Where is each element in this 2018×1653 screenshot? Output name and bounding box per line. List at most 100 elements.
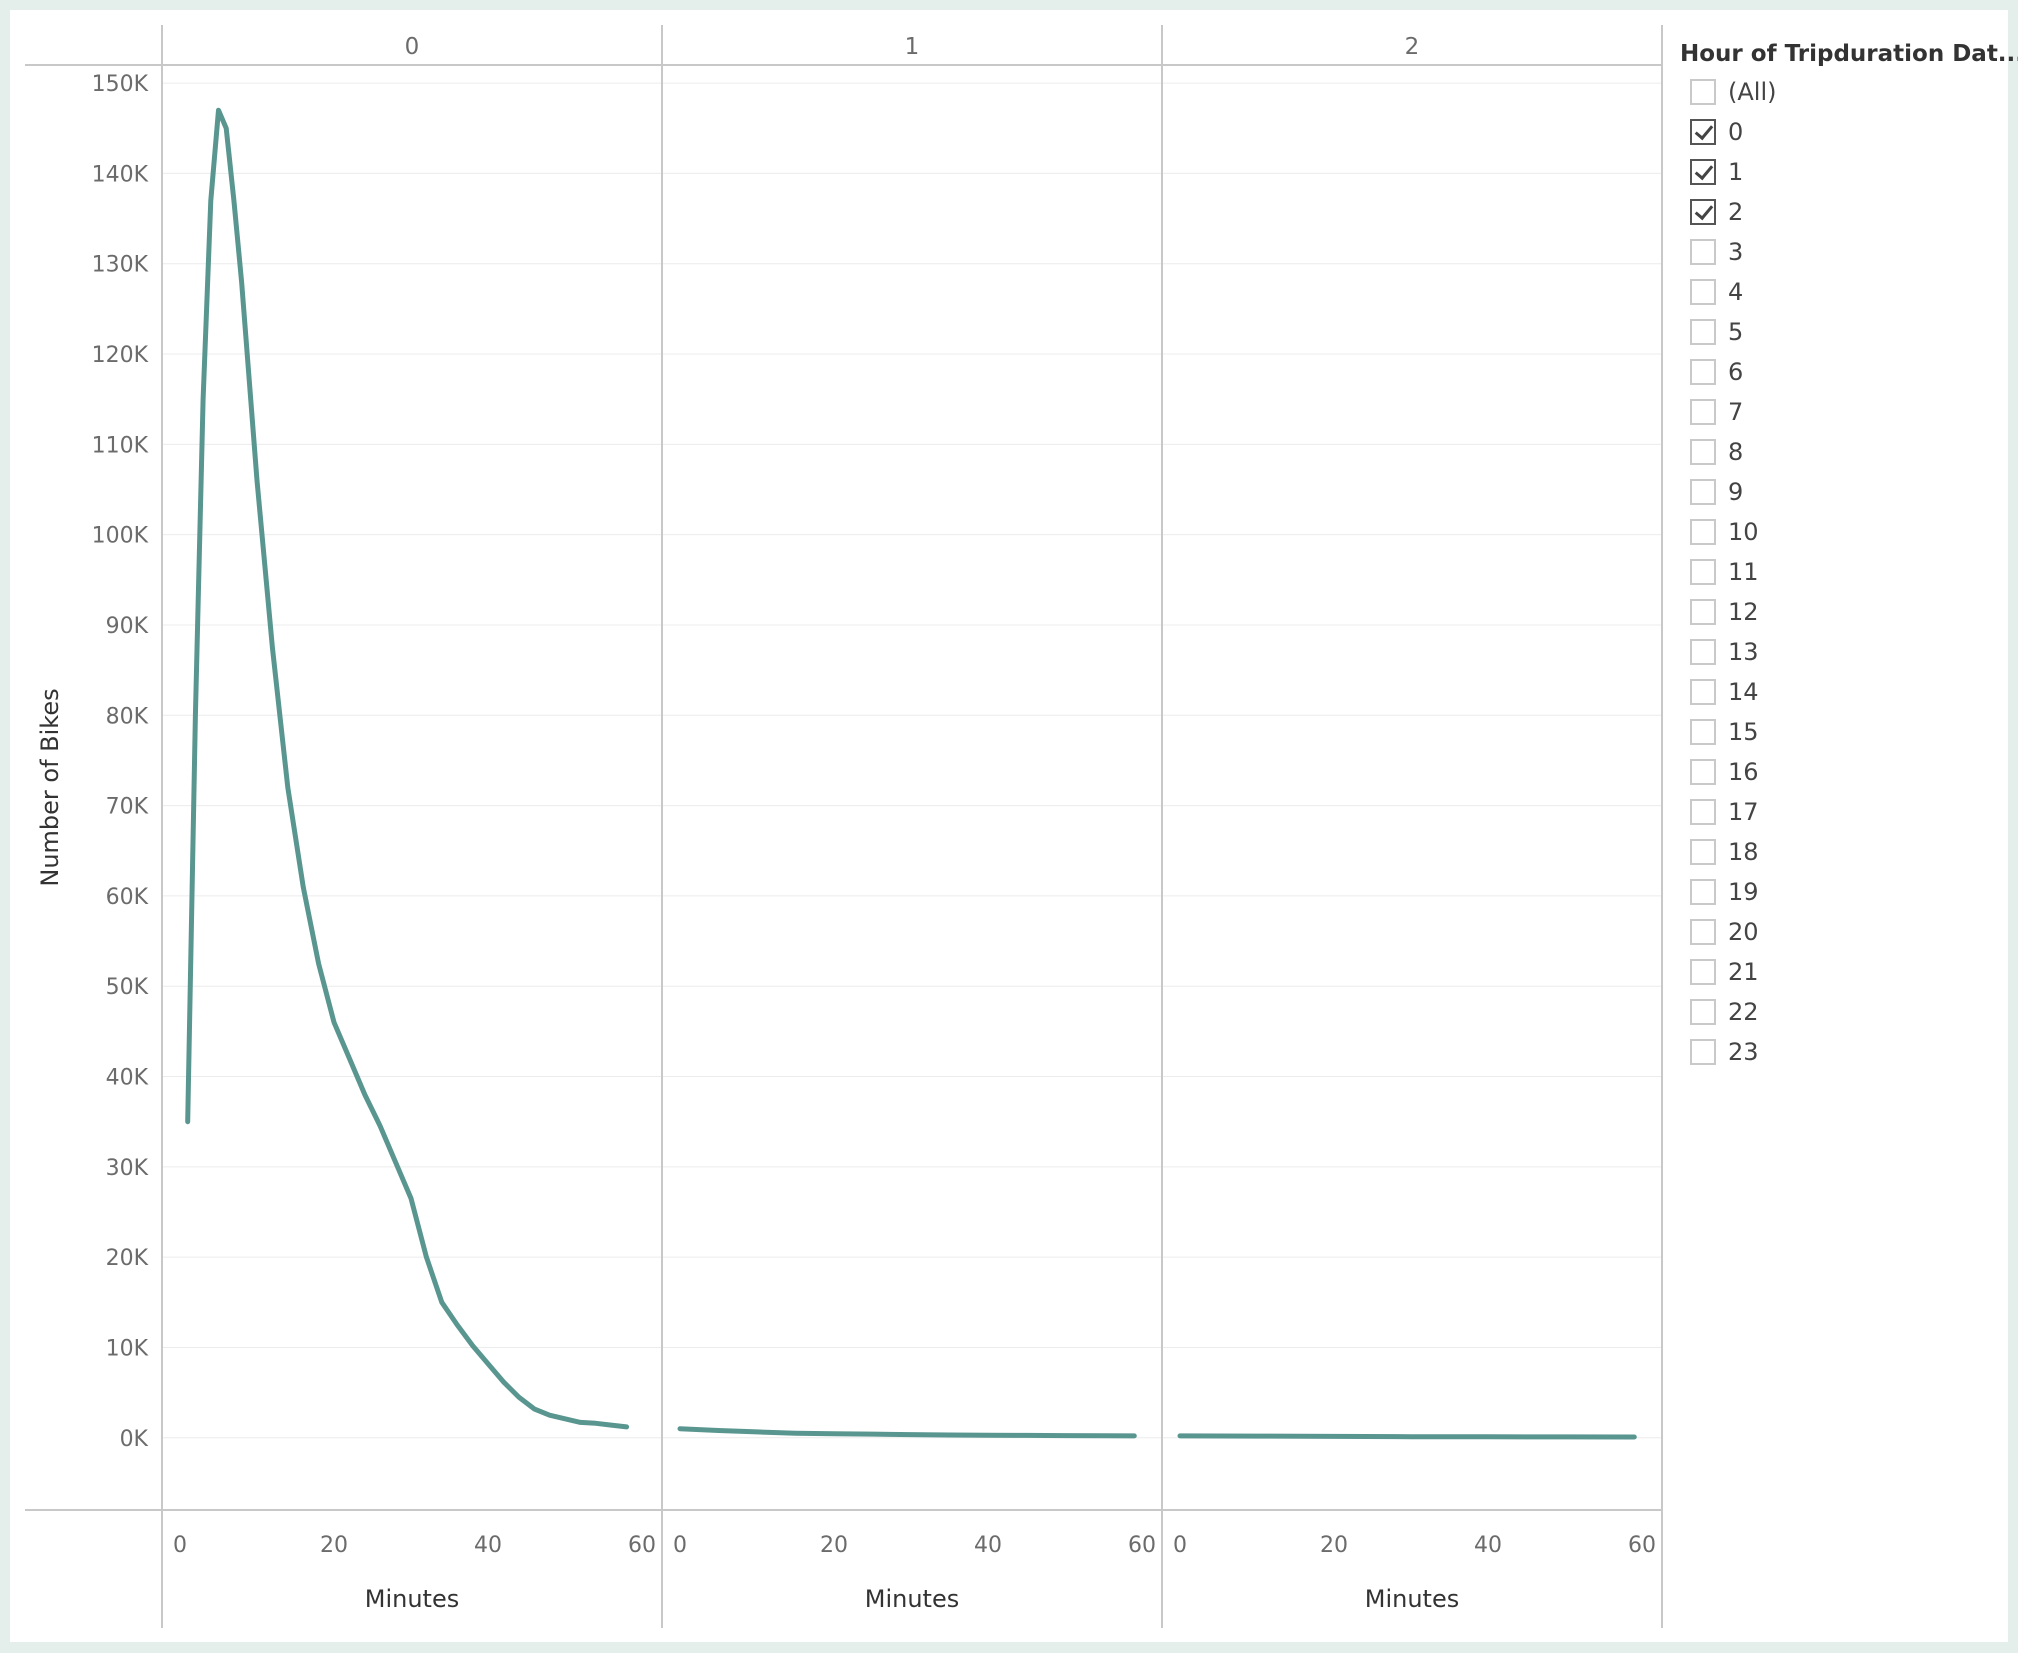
y-tick-label: 140K (92, 162, 149, 187)
checkbox-9[interactable] (1690, 479, 1716, 505)
legend-item-6[interactable]: 6 (1680, 352, 2000, 392)
legend-item-23[interactable]: 23 (1680, 1032, 2000, 1072)
checkbox-7[interactable] (1690, 399, 1716, 425)
legend-item-label: 14 (1728, 678, 1759, 706)
legend-item-19[interactable]: 19 (1680, 872, 2000, 912)
y-tick-label: 120K (92, 343, 149, 368)
legend-item-4[interactable]: 4 (1680, 272, 2000, 312)
checkbox-10[interactable] (1690, 519, 1716, 545)
y-axis-title: Number of Bikes (36, 688, 64, 886)
legend-item-label: 11 (1728, 558, 1759, 586)
y-tick-label: 110K (92, 433, 149, 458)
x-tick-label: 60 (628, 1533, 656, 1558)
x-tick-label: 20 (320, 1533, 348, 1558)
legend-item-9[interactable]: 9 (1680, 472, 2000, 512)
checkbox-11[interactable] (1690, 559, 1716, 585)
x-tick-label: 40 (474, 1533, 502, 1558)
y-tick-label: 50K (106, 975, 149, 1000)
x-axis-title: Minutes (865, 1585, 959, 1613)
x-axis-title: Minutes (1365, 1585, 1459, 1613)
legend-item-8[interactable]: 8 (1680, 432, 2000, 472)
legend-item-label: 9 (1728, 478, 1744, 506)
legend-item-label: 7 (1728, 398, 1744, 426)
checkbox-19[interactable] (1690, 879, 1716, 905)
checkbox-15[interactable] (1690, 719, 1716, 745)
legend-item-label: 2 (1728, 198, 1744, 226)
checkbox-12[interactable] (1690, 599, 1716, 625)
checkbox-1[interactable] (1690, 159, 1716, 185)
checkbox-21[interactable] (1690, 959, 1716, 985)
legend-item-18[interactable]: 18 (1680, 832, 2000, 872)
legend-item-0[interactable]: 0 (1680, 112, 2000, 152)
x-tick-label: 60 (1128, 1533, 1156, 1558)
legend-item-7[interactable]: 7 (1680, 392, 2000, 432)
legend-item-label: 23 (1728, 1038, 1759, 1066)
checkbox-8[interactable] (1690, 439, 1716, 465)
legend-item-10[interactable]: 10 (1680, 512, 2000, 552)
legend-item-3[interactable]: 3 (1680, 232, 2000, 272)
checkbox-6[interactable] (1690, 359, 1716, 385)
checkbox-16[interactable] (1690, 759, 1716, 785)
checkbox-13[interactable] (1690, 639, 1716, 665)
legend-item-15[interactable]: 15 (1680, 712, 2000, 752)
x-axis-title: Minutes (365, 1585, 459, 1613)
checkbox-22[interactable] (1690, 999, 1716, 1025)
x-tick-label: 40 (1474, 1533, 1502, 1558)
legend-item-20[interactable]: 20 (1680, 912, 2000, 952)
x-tick-label: 0 (673, 1533, 687, 1558)
legend-item-label: 21 (1728, 958, 1759, 986)
hour-filter-legend: Hour of Tripduration Dat... (All) 0 1 2 3 4 5 6… (1680, 36, 2018, 1072)
y-tick-label: 10K (106, 1336, 149, 1361)
checkbox-2[interactable] (1690, 199, 1716, 225)
checkbox-5[interactable] (1690, 319, 1716, 345)
checkbox-4[interactable] (1690, 279, 1716, 305)
panel-header-1: 1 (905, 34, 920, 60)
y-tick-label: 80K (106, 704, 149, 729)
checkbox-3[interactable] (1690, 239, 1716, 265)
series-line-panel-2[interactable] (1177, 1433, 1637, 1440)
legend-item-22[interactable]: 22 (1680, 992, 2000, 1032)
legend-item-16[interactable]: 16 (1680, 752, 2000, 792)
checkbox-14[interactable] (1690, 679, 1716, 705)
legend-item-label: 18 (1728, 838, 1759, 866)
y-tick-label: 0K (120, 1427, 149, 1452)
x-tick-label: 0 (1173, 1533, 1187, 1558)
y-tick-label: 20K (106, 1246, 149, 1271)
legend-item-label: 20 (1728, 918, 1759, 946)
checkbox-0[interactable] (1690, 119, 1716, 145)
checkbox-23[interactable] (1690, 1039, 1716, 1065)
y-tick-label: 60K (106, 885, 149, 910)
series-layer (185, 107, 1637, 1440)
legend-item-17[interactable]: 17 (1680, 792, 2000, 832)
checkbox-20[interactable] (1690, 919, 1716, 945)
x-tick-label: 40 (974, 1533, 1002, 1558)
axes-layer (25, 25, 1663, 1628)
y-tick-label: 150K (92, 72, 149, 97)
y-tick-label: 30K (106, 1156, 149, 1181)
y-tick-label: 130K (92, 253, 149, 278)
legend-item-label: 6 (1728, 358, 1744, 386)
legend-item-2[interactable]: 2 (1680, 192, 2000, 232)
legend-item-label: 3 (1728, 238, 1744, 266)
legend-item-5[interactable]: 5 (1680, 312, 2000, 352)
panel-header-0: 0 (405, 34, 420, 60)
legend-item-1[interactable]: 1 (1680, 152, 2000, 192)
y-tick-label: 40K (106, 1066, 149, 1091)
series-line-panel-1[interactable] (677, 1426, 1137, 1439)
x-tick-label: 20 (820, 1533, 848, 1558)
legend-item-14[interactable]: 14 (1680, 672, 2000, 712)
series-line-panel-0[interactable] (185, 107, 630, 1430)
legend-item-21[interactable]: 21 (1680, 952, 2000, 992)
legend-item-label: 19 (1728, 878, 1759, 906)
y-tick-label: 100K (92, 524, 149, 549)
checkbox-all[interactable] (1690, 79, 1716, 105)
legend-item-all[interactable]: (All) (1680, 72, 2000, 112)
checkbox-17[interactable] (1690, 799, 1716, 825)
panel-header-2: 2 (1405, 34, 1420, 60)
legend-item-label: 1 (1728, 158, 1744, 186)
legend-item-13[interactable]: 13 (1680, 632, 2000, 672)
legend-item-11[interactable]: 11 (1680, 552, 2000, 592)
legend-item-12[interactable]: 12 (1680, 592, 2000, 632)
checkbox-18[interactable] (1690, 839, 1716, 865)
legend-item-label: 0 (1728, 118, 1744, 146)
